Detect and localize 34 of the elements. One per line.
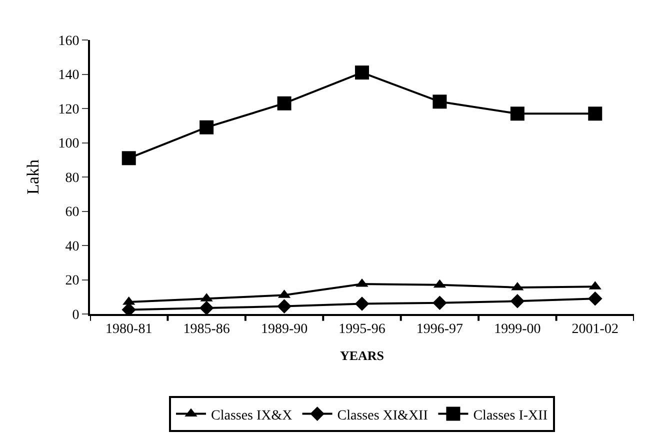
y-tick-label: 140 (58, 68, 80, 84)
x-tick-label: 1996-97 (416, 322, 464, 337)
point (432, 94, 447, 109)
y-tick-label: 20 (65, 274, 80, 289)
point (588, 291, 602, 306)
x-tick-label: 1985-86 (183, 322, 230, 337)
x-tick-label: 2001-02 (572, 322, 618, 337)
y-tick-label: 40 (65, 239, 80, 254)
y-tick-label: 0 (72, 308, 80, 323)
legend-label: Classes IX&X (211, 408, 292, 424)
y-axis-title: Lakh (23, 159, 42, 194)
point (200, 120, 214, 134)
point (277, 96, 292, 110)
point (588, 106, 602, 121)
legend-label: Classes XI&XII (337, 408, 428, 424)
y-tick-label: 100 (58, 136, 80, 152)
point (122, 151, 136, 166)
y-tick-label: 160 (58, 34, 80, 49)
x-tick-label: 1999-00 (494, 322, 541, 337)
x-tick-label: 1995-96 (338, 322, 386, 337)
x-tick-label: 1980-81 (106, 322, 152, 337)
legend-label: Classes I-XII (473, 408, 548, 424)
y-tick-label: 80 (65, 170, 80, 186)
point (510, 294, 525, 308)
point (199, 300, 214, 314)
point (355, 66, 369, 80)
y-tick-label: 60 (65, 205, 80, 220)
point (277, 299, 292, 314)
x-axis-title: YEARS (340, 348, 384, 363)
y-tick-label: 120 (58, 102, 80, 118)
point (354, 296, 370, 311)
point (432, 296, 447, 310)
x-tick-label: 1989-90 (260, 322, 308, 337)
point (510, 106, 524, 121)
